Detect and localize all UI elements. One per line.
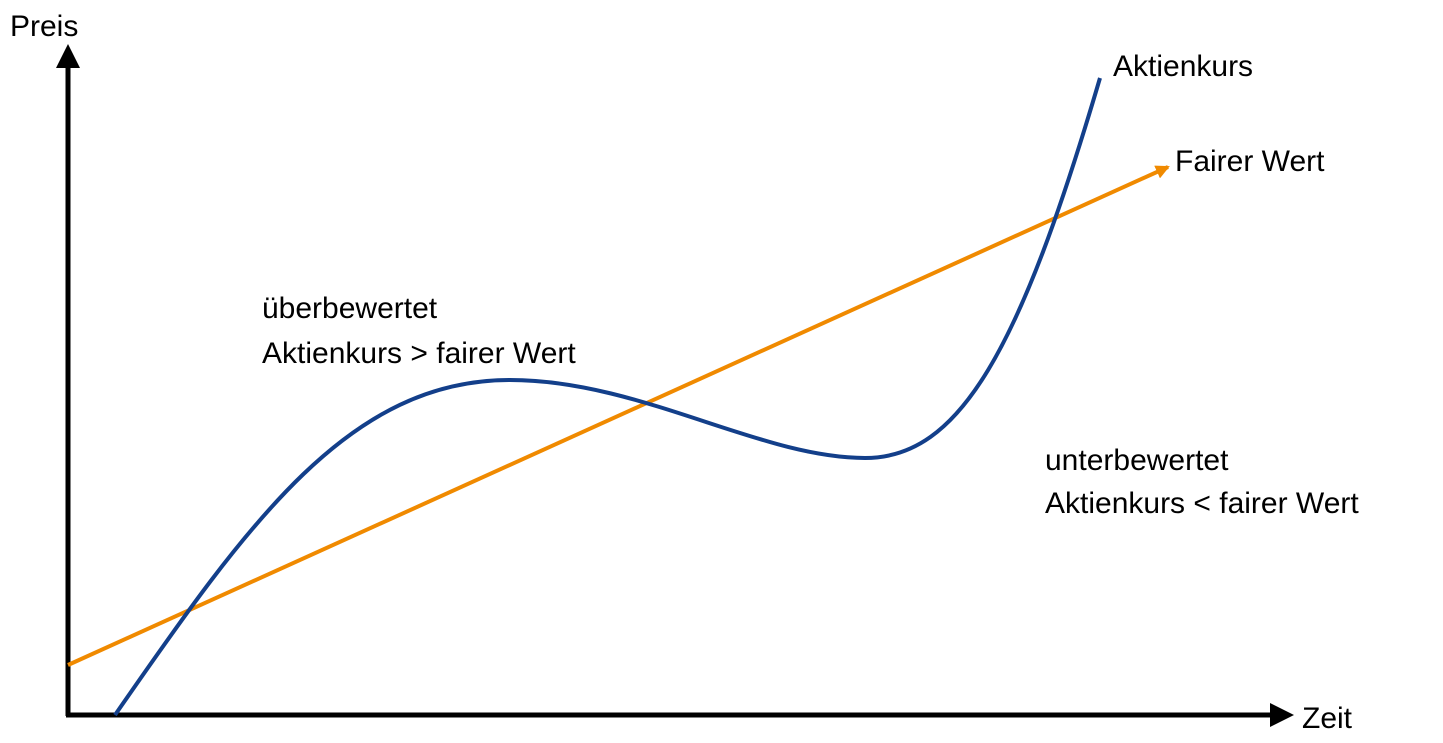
fair-value-line <box>67 165 1170 667</box>
share-price-curve <box>113 77 1102 717</box>
x-axis-arrow <box>1270 703 1294 727</box>
annotation: Aktienkurs < fairer Wert <box>1045 487 1359 520</box>
y-axis-label: Preis <box>10 10 78 43</box>
annotation: unterbewertet <box>1045 444 1229 477</box>
curve-label: Aktienkurs <box>1113 50 1253 83</box>
curve-label: Fairer Wert <box>1175 145 1325 178</box>
annotation: überbewertet <box>262 292 438 325</box>
x-axis-label: Zeit <box>1302 702 1353 735</box>
y-axis-arrow <box>56 44 80 68</box>
annotation: Aktienkurs > fairer Wert <box>262 337 576 370</box>
